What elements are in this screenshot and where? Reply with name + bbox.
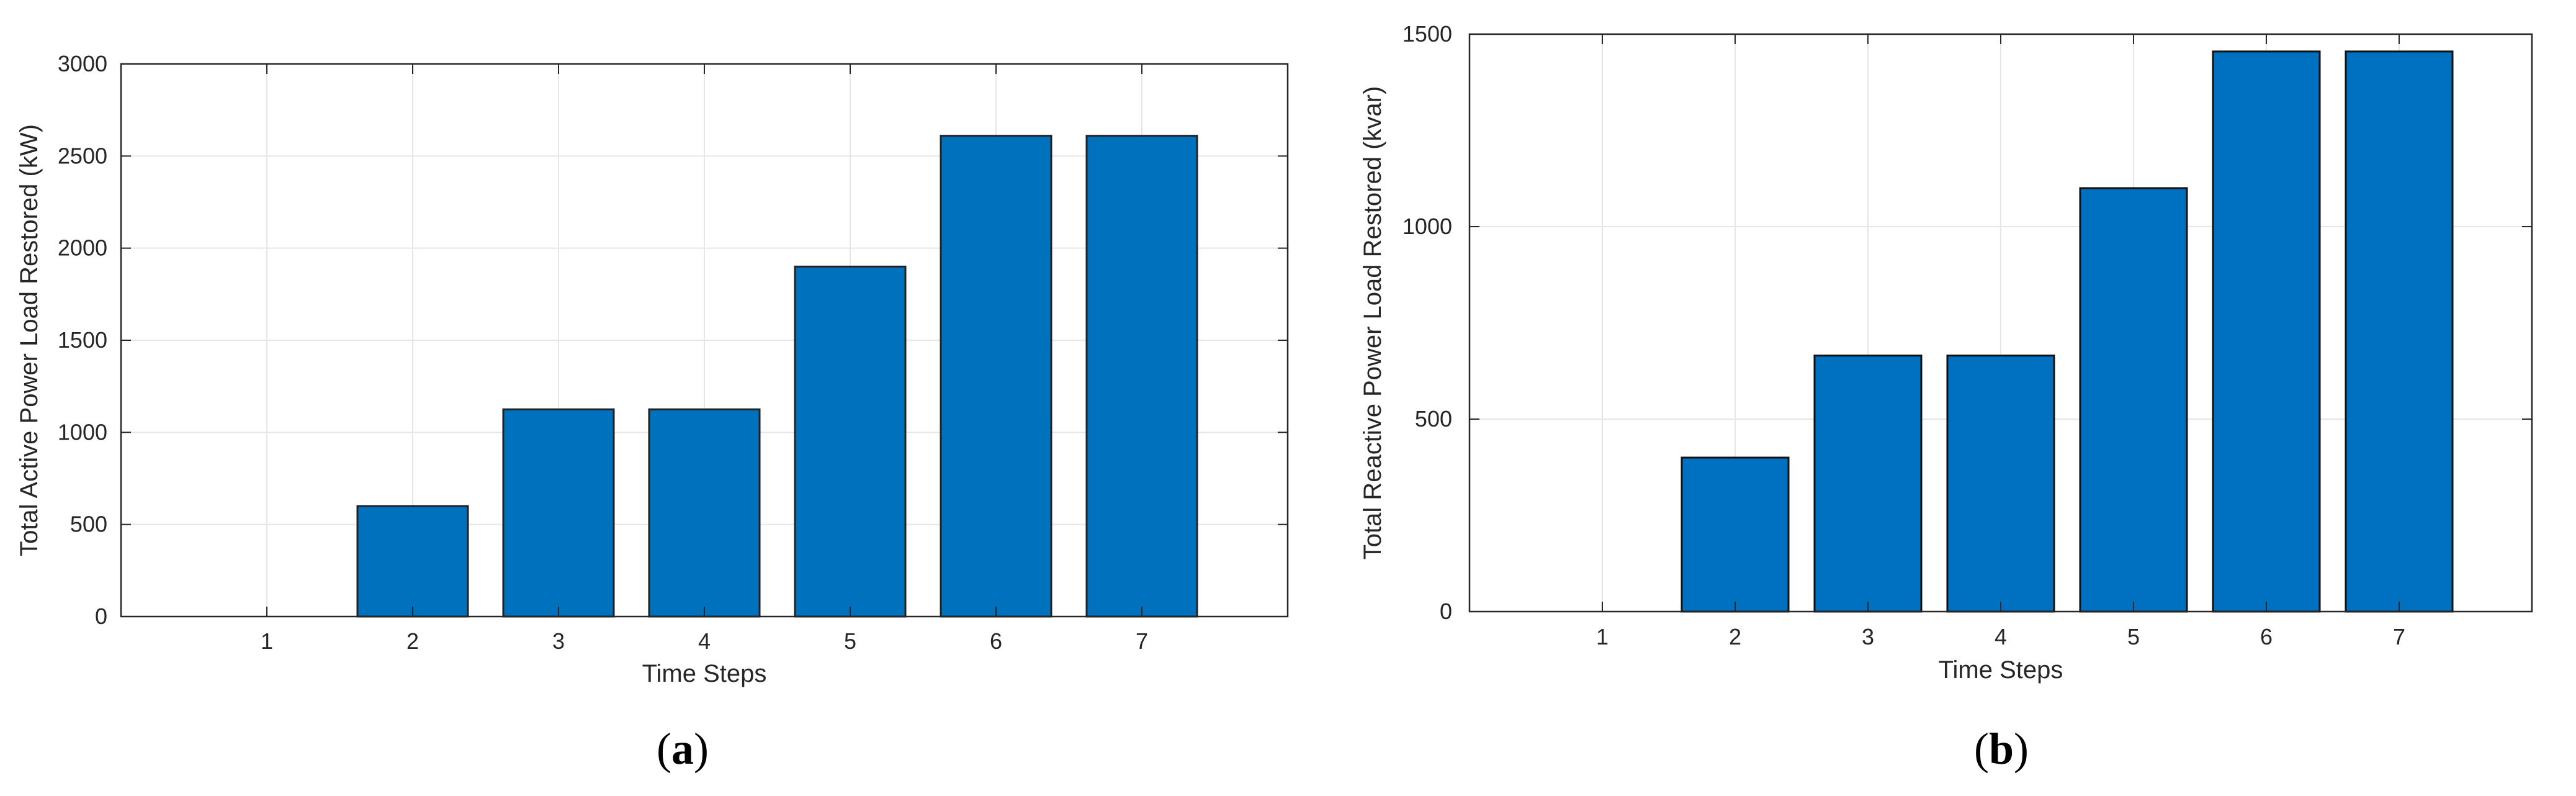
x-tick-label: 5 [844, 628, 856, 654]
y-axis-label: Total Active Power Load Restored (kW) [16, 124, 43, 556]
x-tick-label: 2 [1729, 624, 1741, 649]
x-tick-label: 4 [1995, 624, 2007, 649]
x-tick-label: 7 [1136, 628, 1148, 654]
x-tick-label: 1 [261, 628, 273, 654]
panel-label: (a) [657, 724, 709, 774]
x-axis-label: Time Steps [1939, 656, 2063, 684]
x-tick-label: 6 [2260, 624, 2273, 649]
x-axis-label: Time Steps [642, 660, 767, 687]
y-tick-label: 1000 [58, 419, 107, 445]
y-tick-label: 1500 [58, 327, 107, 353]
y-tick-label: 1000 [1402, 214, 1452, 239]
x-tick-label: 1 [1596, 624, 1609, 649]
bar-5 [794, 265, 907, 618]
x-tick-label: 3 [1862, 624, 1874, 649]
bar-2 [356, 505, 469, 618]
bar-3 [502, 408, 615, 618]
bar-5 [2079, 187, 2188, 613]
y-tick-label: 1500 [1402, 21, 1452, 47]
x-tick-label: 6 [990, 628, 1002, 654]
bar-3 [1813, 355, 1923, 613]
bar-4 [1946, 355, 2055, 613]
bar-6 [940, 135, 1052, 618]
bar-7 [1085, 135, 1198, 618]
y-tick-label: 2500 [58, 143, 107, 168]
y-tick-label: 500 [1415, 406, 1452, 432]
chart-a: 0 500 1000 1500 2000 2500 3000 1 2 3 4 5 6 7 Time Step… [16, 51, 1289, 774]
bar-7 [2345, 50, 2454, 613]
y-tick-label: 0 [95, 604, 107, 629]
x-tick-label: 2 [406, 628, 419, 654]
y-tick-label: 0 [1440, 599, 1452, 624]
panel-label: (b) [1974, 724, 2029, 774]
y-tick-label: 3000 [58, 51, 107, 76]
y-axis-label: Total Reactive Power Load Restored (kvar… [1359, 86, 1386, 560]
bar-6 [2212, 50, 2321, 613]
bar-2 [1681, 456, 1790, 613]
x-tick-label: 4 [698, 628, 711, 654]
chart-b: 0 500 1000 1500 1 2 3 4 5 6 7 Time Steps Total React… [1359, 21, 2533, 774]
x-tick-label: 5 [2127, 624, 2140, 649]
y-tick-label: 2000 [58, 235, 107, 261]
y-tick-label: 500 [70, 512, 107, 537]
x-tick-label: 7 [2393, 624, 2405, 649]
x-tick-label: 3 [552, 628, 565, 654]
bar-4 [648, 408, 761, 618]
